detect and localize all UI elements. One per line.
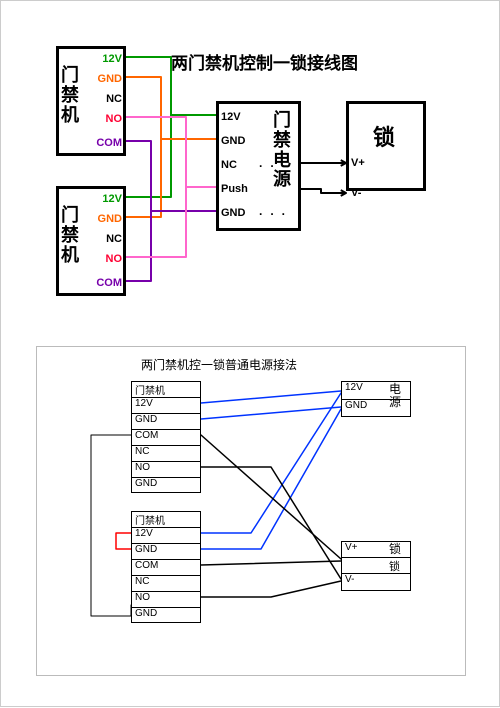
label-lock: 锁 [373,126,395,150]
pin-psu-NC: NC [221,159,237,171]
b-ac1-row-0: 门禁机 [135,382,165,397]
b-ac2-row-2: GND [135,544,157,555]
pin-ac1-NC: NC [106,93,122,105]
label-access-1: 门禁机 [61,66,79,125]
b-ac1-row-1: 12V [135,398,153,409]
b-psu-row-0: 12V [345,382,363,393]
pin-ac2-NC: NC [106,233,122,245]
title-top: 两门禁机控制一锁接线图 [171,49,358,74]
b-psu-vlabel: 电源 [389,383,401,409]
pin-ac1-GND: GND [98,73,122,85]
b-ac2-row-5: NO [135,592,150,603]
diagram-page: 两门禁机控制一锁接线图门禁机门禁机门禁电源锁12VGNDNCNOCOM12VGN… [0,0,500,707]
pin-ac2-NO: NO [106,253,123,265]
dots-2: · · · [259,207,288,221]
b-lock-row-0: V+ [345,542,358,553]
pin-ac2-12V: 12V [102,193,122,205]
pin-ac2-GND: GND [98,213,122,225]
b-lock-vlabel: 锁 [389,543,401,556]
label-psu: 门禁电源 [273,111,291,190]
b-ac1-row-6: GND [135,478,157,489]
b-ac2-row-0: 门禁机 [135,512,165,527]
pin-ac2-COM: COM [96,277,122,289]
pin-ac1-12V: 12V [102,53,122,65]
pin-ac1-NO: NO [106,113,123,125]
b-ac2-row-6: GND [135,608,157,619]
dots-1: · · · [259,159,288,173]
b-ac1-row-3: COM [135,430,158,441]
pin-lock-V-: V- [351,187,361,199]
b-ac2-row-1: 12V [135,528,153,539]
b-psu-row-1: GND [345,400,367,411]
b-ac1-row-2: GND [135,414,157,425]
pin-psu-GND: GND [221,135,245,147]
pin-psu-GND: GND [221,207,245,219]
b-lock-row-2: V- [345,574,354,585]
b-ac2-row-4: NC [135,576,149,587]
b-lock-div-1 [341,557,411,558]
pin-ac1-COM: COM [96,137,122,149]
pin-lock-V+: V+ [351,157,365,169]
b-ac1-row-4: NC [135,446,149,457]
b-ac1-row-5: NO [135,462,150,473]
pin-psu-Push: Push [221,183,248,195]
b-lock-mid: 锁 [389,558,400,574]
b-ac2-row-3: COM [135,560,158,571]
pin-psu-12V: 12V [221,111,241,123]
label-access-2: 门禁机 [61,206,79,265]
